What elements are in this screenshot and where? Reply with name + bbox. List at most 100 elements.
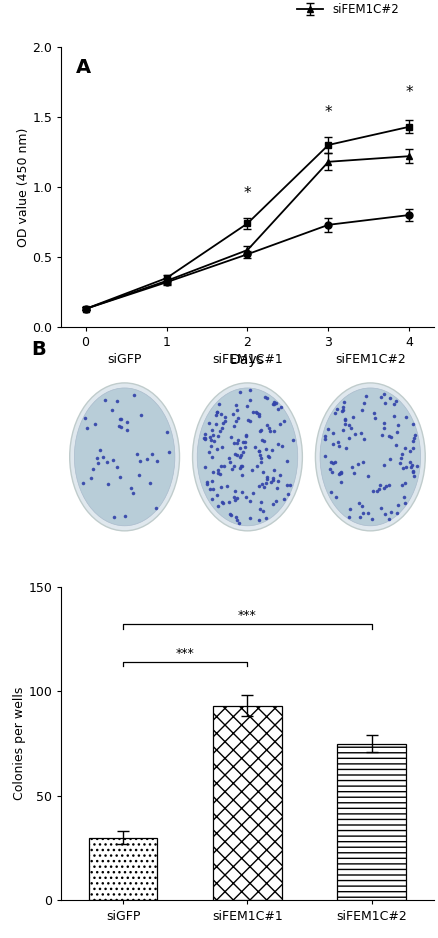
Point: [394, 417, 401, 432]
Point: [205, 415, 212, 430]
Point: [256, 502, 263, 517]
Point: [284, 454, 291, 469]
Point: [376, 481, 383, 496]
Y-axis label: OD value (450 nm): OD value (450 nm): [17, 128, 29, 247]
Ellipse shape: [70, 383, 180, 531]
Point: [270, 394, 277, 409]
Point: [218, 494, 225, 509]
Point: [380, 386, 387, 401]
Point: [148, 446, 155, 461]
Point: [109, 402, 116, 417]
Point: [241, 434, 248, 449]
Point: [262, 442, 269, 457]
Point: [208, 439, 215, 454]
Point: [234, 447, 241, 462]
Ellipse shape: [197, 388, 298, 526]
Point: [95, 456, 102, 471]
Point: [113, 393, 120, 408]
Legend: siGFP, siFEM1C#1, siFEM1C#2: siGFP, siFEM1C#1, siFEM1C#2: [292, 0, 404, 21]
Point: [243, 399, 250, 414]
Point: [210, 433, 217, 448]
Point: [272, 493, 279, 508]
Text: ***: ***: [176, 647, 195, 660]
Point: [399, 477, 406, 492]
Point: [385, 477, 392, 492]
Point: [388, 429, 395, 444]
Text: B: B: [32, 340, 46, 359]
Point: [205, 444, 212, 459]
Point: [201, 431, 208, 446]
Point: [394, 498, 401, 513]
Point: [228, 507, 235, 522]
Point: [258, 454, 265, 469]
Point: [233, 435, 240, 450]
Text: *: *: [244, 186, 251, 201]
Point: [154, 453, 161, 468]
Point: [231, 436, 238, 451]
Point: [332, 406, 339, 421]
Point: [229, 461, 236, 477]
Point: [146, 475, 153, 490]
Point: [255, 478, 262, 493]
Point: [212, 416, 219, 431]
Point: [336, 438, 343, 453]
Point: [265, 420, 272, 435]
Point: [381, 416, 388, 431]
Point: [232, 414, 239, 429]
Point: [397, 450, 404, 465]
Point: [81, 411, 88, 426]
Point: [264, 390, 271, 405]
Point: [109, 452, 116, 467]
Point: [321, 448, 328, 463]
Point: [386, 452, 393, 467]
Point: [215, 429, 222, 444]
Text: ***: ***: [238, 609, 257, 622]
Point: [214, 499, 221, 514]
Point: [385, 511, 392, 526]
Point: [219, 416, 226, 431]
Bar: [213, 706, 282, 900]
Point: [256, 444, 263, 459]
Point: [137, 454, 144, 469]
Point: [237, 459, 244, 474]
Point: [408, 458, 415, 473]
Point: [99, 449, 106, 464]
Point: [358, 499, 365, 514]
Point: [144, 451, 151, 466]
Ellipse shape: [193, 383, 302, 531]
Point: [399, 461, 406, 476]
Point: [233, 513, 240, 528]
Point: [230, 419, 237, 434]
Point: [94, 450, 101, 465]
Bar: [337, 744, 406, 900]
Point: [239, 484, 246, 499]
Point: [350, 410, 357, 425]
Point: [409, 465, 416, 480]
Point: [236, 461, 243, 476]
Point: [217, 406, 224, 421]
Text: A: A: [76, 58, 92, 77]
Point: [383, 478, 390, 493]
Point: [214, 404, 221, 419]
Point: [332, 455, 339, 470]
Text: *: *: [406, 85, 413, 100]
Point: [346, 431, 353, 446]
Point: [228, 430, 235, 445]
Point: [338, 403, 345, 418]
Point: [343, 441, 350, 456]
Point: [371, 411, 378, 426]
Point: [337, 465, 344, 480]
Point: [277, 400, 284, 415]
Point: [410, 468, 417, 483]
Point: [131, 387, 138, 402]
Y-axis label: Colonies per wells: Colonies per wells: [13, 687, 26, 800]
Point: [258, 450, 265, 465]
Point: [355, 495, 362, 510]
Point: [332, 490, 339, 505]
Point: [397, 456, 404, 471]
Point: [330, 436, 337, 451]
Point: [394, 425, 401, 440]
Point: [121, 508, 128, 523]
Point: [249, 404, 256, 419]
Point: [272, 395, 279, 410]
